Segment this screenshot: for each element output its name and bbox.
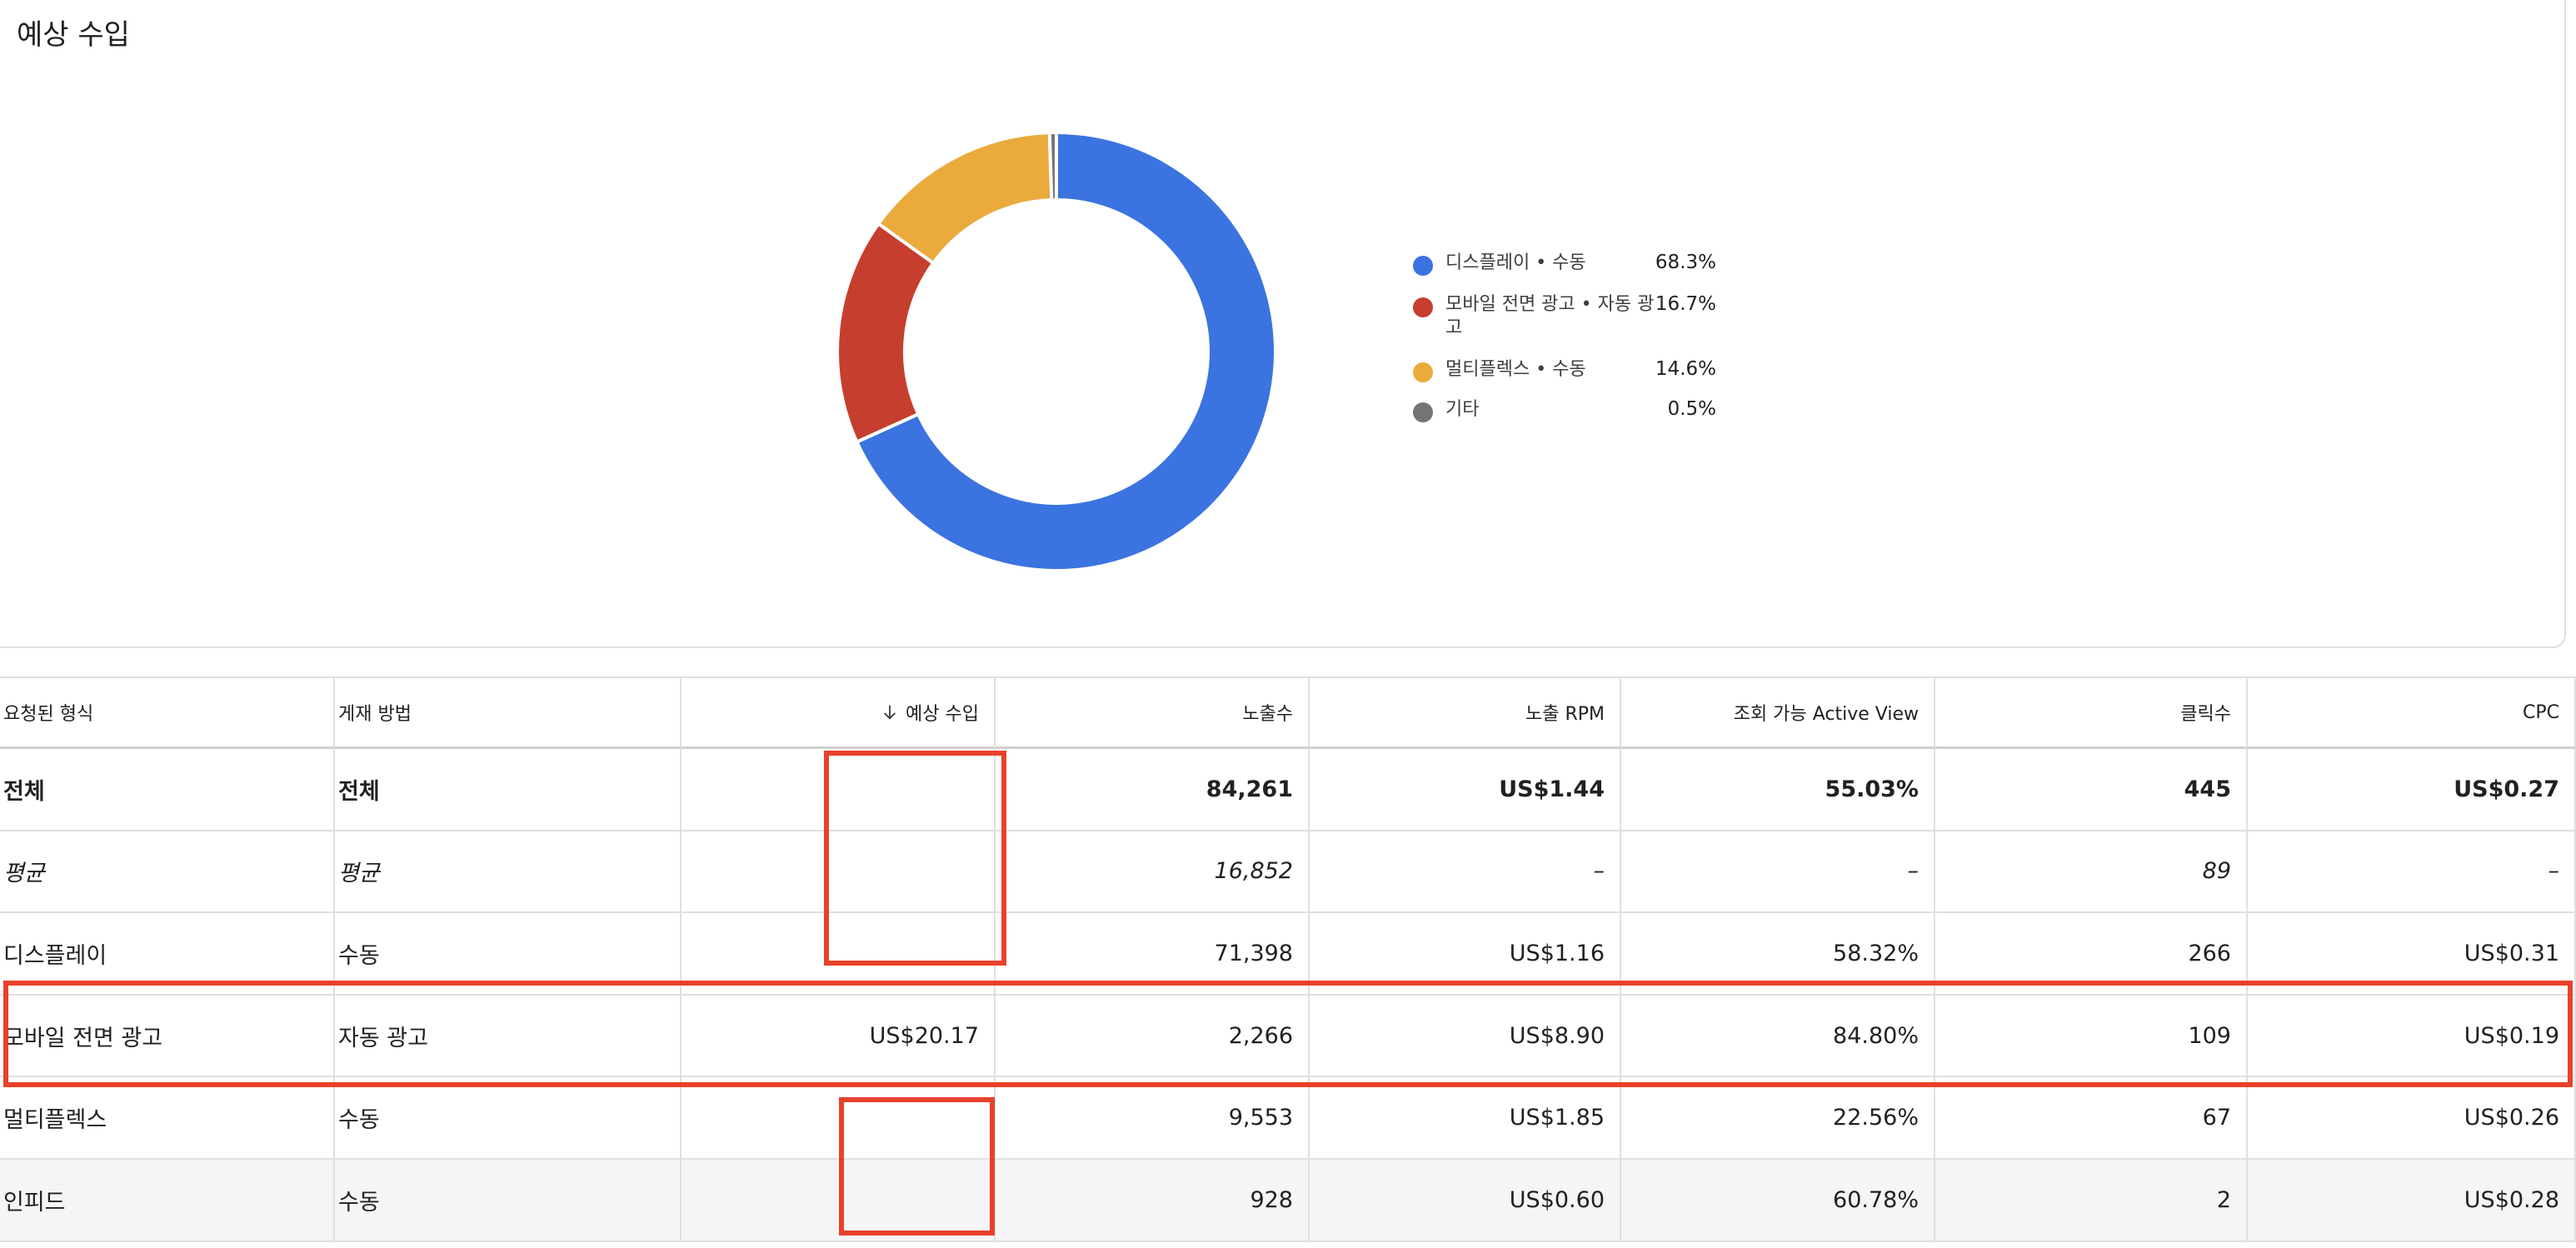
table-cell: 22.56% [1621,1077,1935,1160]
table-cell: 수동 [335,913,681,996]
table: 요청된 형식 게재 방법 예상 수입 노출수 노출 RPM 조회 가능 Active Vi… [0,676,2576,1242]
column-header-text: 클릭수 [2180,704,2231,725]
column-header: CPC [2248,678,2576,749]
column-header-text: CPC [2523,701,2559,723]
table-cell: 89 [1935,831,2248,914]
table-cell [681,1077,996,1160]
column-header: 요청된 형식 [0,678,335,749]
table-cell: 55.03% [1621,749,1935,831]
table-cell: 58.32% [1621,913,1935,996]
sort-icon [883,705,896,720]
legend-label: 멀티플렉스 • 수동 [1445,359,1586,380]
table-cell [681,831,996,914]
table-cell: 60.78% [1621,1160,1935,1242]
table-cell: 928 [996,1160,1310,1242]
table-cell: US$1.44 [1310,749,1621,831]
legend-value: 0.5% [1667,398,1716,420]
column-header: 조회 가능 Active View [1621,678,1935,749]
donut-slice [1047,130,1058,202]
table-cell: US$0.28 [2248,1160,2576,1242]
table-cell: US$1.85 [1310,1077,1621,1160]
table-cell: US$0.31 [2248,913,2576,996]
column-header-text: 예상 수입 [906,704,979,725]
table-cell: 16,852 [996,831,1310,914]
column-header-text: 요청된 형식 [3,704,94,725]
table-cell [681,749,996,831]
table-cell: 67 [1935,1077,2248,1160]
legend-value: 16.7% [1655,293,1716,315]
table-cell: 인피드 [0,1160,335,1242]
table-cell: – [2248,831,2576,914]
sort-arrow [883,705,896,720]
legend-swatch [1413,297,1433,317]
table-cell [681,913,996,996]
donut-slice [876,131,1054,266]
column-header: 게재 방법 [335,678,681,749]
table-cell: 디스플레이 [0,913,335,996]
donut-slice [854,130,1277,572]
table-cell: 445 [1935,749,2248,831]
table-cell: 전체 [0,749,335,831]
card-title: 예상 수입 [17,18,130,52]
table-cell: 84.80% [1621,995,1935,1078]
table-cell: US$0.26 [2248,1077,2576,1160]
table-cell: 109 [1935,995,2248,1078]
table-cell: 2 [1935,1160,2248,1242]
table-cell: US$20.17 [681,995,996,1078]
table-cell: 평균 [335,831,681,914]
chart-card [0,0,2566,648]
legend-value: 14.6% [1655,358,1716,380]
table-cell: US$1.16 [1310,913,1621,996]
table-cell: 수동 [335,1077,681,1160]
table-cell: 수동 [335,1160,681,1242]
legend-swatch [1413,362,1433,382]
table-cell [681,1160,996,1242]
donut-chart [836,130,1277,572]
table-cell: US$0.60 [1310,1160,1621,1242]
column-header: 예상 수입 [681,678,996,749]
column-header-text: 게재 방법 [338,704,412,725]
table-cell: US$8.90 [1310,995,1621,1078]
legend-label: 디스플레이 • 수동 [1445,252,1586,273]
table-cell: 자동 광고 [335,995,681,1078]
column-header-text: 노출수 [1242,704,1293,725]
column-header: 클릭수 [1935,678,2248,749]
table-cell: 9,553 [996,1077,1310,1160]
donut-slice [836,221,936,445]
column-header: 노출 RPM [1310,678,1621,749]
legend-label: 모바일 전면 광고 • 자동 광고 [1445,294,1655,338]
legend-label: 기타 [1445,399,1480,420]
table-cell: 84,261 [996,749,1310,831]
table-cell: – [1310,831,1621,914]
table-cell: US$0.19 [2248,995,2576,1078]
legend-value: 68.3% [1655,252,1716,273]
table-cell: 멀티플렉스 [0,1077,335,1160]
table-cell: 평균 [0,831,335,914]
table-cell: 266 [1935,913,2248,996]
column-header-text: 조회 가능 Active View [1733,704,1919,725]
table-cell: 2,266 [996,995,1310,1078]
table-cell: 모바일 전면 광고 [0,995,335,1078]
legend-swatch [1413,402,1433,422]
column-header-text: 노출 RPM [1525,704,1605,725]
table-cell: 전체 [335,749,681,831]
column-header: 노출수 [996,678,1310,749]
table-cell: – [1621,831,1935,914]
table-cell: 71,398 [996,913,1310,996]
table-cell: US$0.27 [2248,749,2576,831]
legend-swatch [1413,256,1433,276]
